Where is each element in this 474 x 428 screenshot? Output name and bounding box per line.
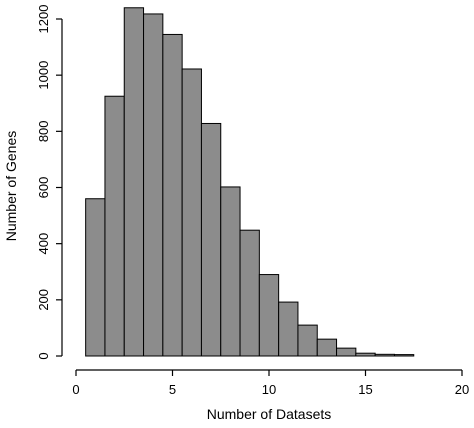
histogram-bar [162,33,183,357]
y-axis-title: Number of Genes [3,131,19,242]
y-tick-label: 1000 [36,61,51,90]
x-tick-label: 0 [72,382,79,397]
histogram-bar [393,354,415,357]
x-axis: 0 5 10 15 20 [72,369,469,397]
histogram-bar [220,186,241,357]
x-axis-title: Number of Datasets [207,406,332,422]
histogram-bar [123,7,145,357]
x-tick-label: 5 [169,382,176,397]
histogram-bar [297,324,318,357]
histogram-bar [278,301,299,357]
histogram-bar [104,95,125,357]
y-tick-label: 1200 [36,5,51,34]
x-tick-label: 10 [262,382,276,397]
y-tick-label: 600 [36,177,51,199]
y-tick-label: 0 [36,352,51,359]
y-axis: 0 200 400 600 800 1000 1200 [36,5,63,360]
bars-group [85,7,415,357]
histogram-bar [181,68,202,357]
y-tick-label: 400 [36,233,51,255]
histogram-bar [258,274,280,357]
y-tick-label: 800 [36,120,51,142]
histogram-bar [316,338,338,357]
x-tick-label: 20 [455,382,469,397]
histogram-bar [374,353,395,357]
x-tick-label: 15 [358,382,372,397]
y-tick-label: 200 [36,289,51,311]
histogram-bar [200,122,222,357]
histogram-bar [143,13,164,357]
histogram-bar [355,352,376,357]
histogram-bar [85,198,106,357]
histogram-bar [239,229,260,357]
histogram-bar [336,347,357,357]
